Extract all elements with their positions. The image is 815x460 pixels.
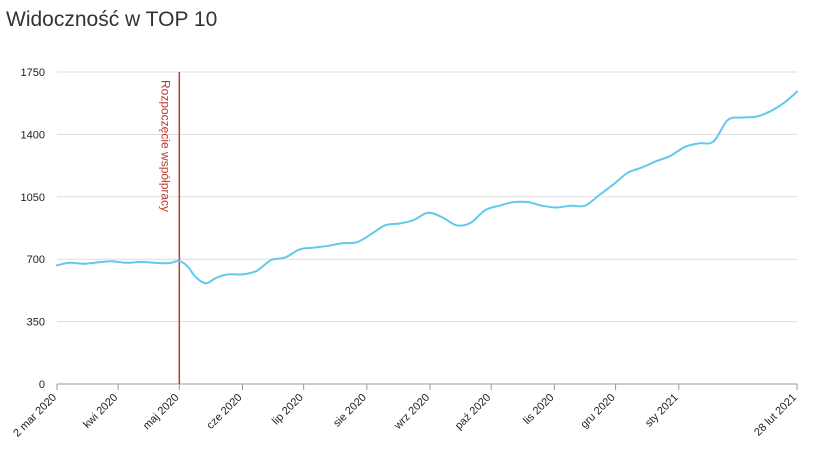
x-tick-label: cze 2020 — [205, 392, 245, 432]
y-tick-label: 0 — [39, 379, 45, 391]
x-tick-label: paź 2020 — [453, 392, 493, 432]
y-tick-label: 1400 — [21, 129, 45, 141]
y-tick-label: 1050 — [21, 192, 45, 204]
x-tick-label: maj 2020 — [141, 392, 181, 432]
x-tick-label: sie 2020 — [331, 392, 369, 430]
chart-title: Widoczność w TOP 10 — [6, 8, 218, 31]
x-tick-label: wrz 2020 — [391, 392, 432, 433]
x-tick-label: lip 2020 — [270, 392, 306, 428]
y-tick-label: 700 — [27, 254, 45, 266]
x-axis-ticks: 2 mar 2020 kwi 2020 maj 2020 cze 2020 lip 20… — [11, 384, 799, 439]
x-tick-label: kwi 2020 — [81, 392, 120, 431]
y-axis-ticks: 0 350 700 1050 1400 1750 — [21, 67, 45, 391]
x-tick-label: 28 lut 2021 — [752, 392, 799, 439]
y-tick-label: 1750 — [21, 67, 45, 79]
x-tick-label: sty 2021 — [643, 392, 681, 430]
annotation: Rozpoczęcie współpracy — [158, 72, 181, 384]
x-tick-label: gru 2020 — [578, 392, 617, 431]
x-tick-label: lis 2020 — [521, 392, 556, 427]
annotation-label: Rozpoczęcie współpracy — [158, 80, 172, 212]
series-lines — [56, 90, 798, 285]
x-tick-label: 2 mar 2020 — [11, 392, 59, 440]
series-line — [56, 90, 798, 285]
y-tick-label: 350 — [27, 317, 45, 329]
